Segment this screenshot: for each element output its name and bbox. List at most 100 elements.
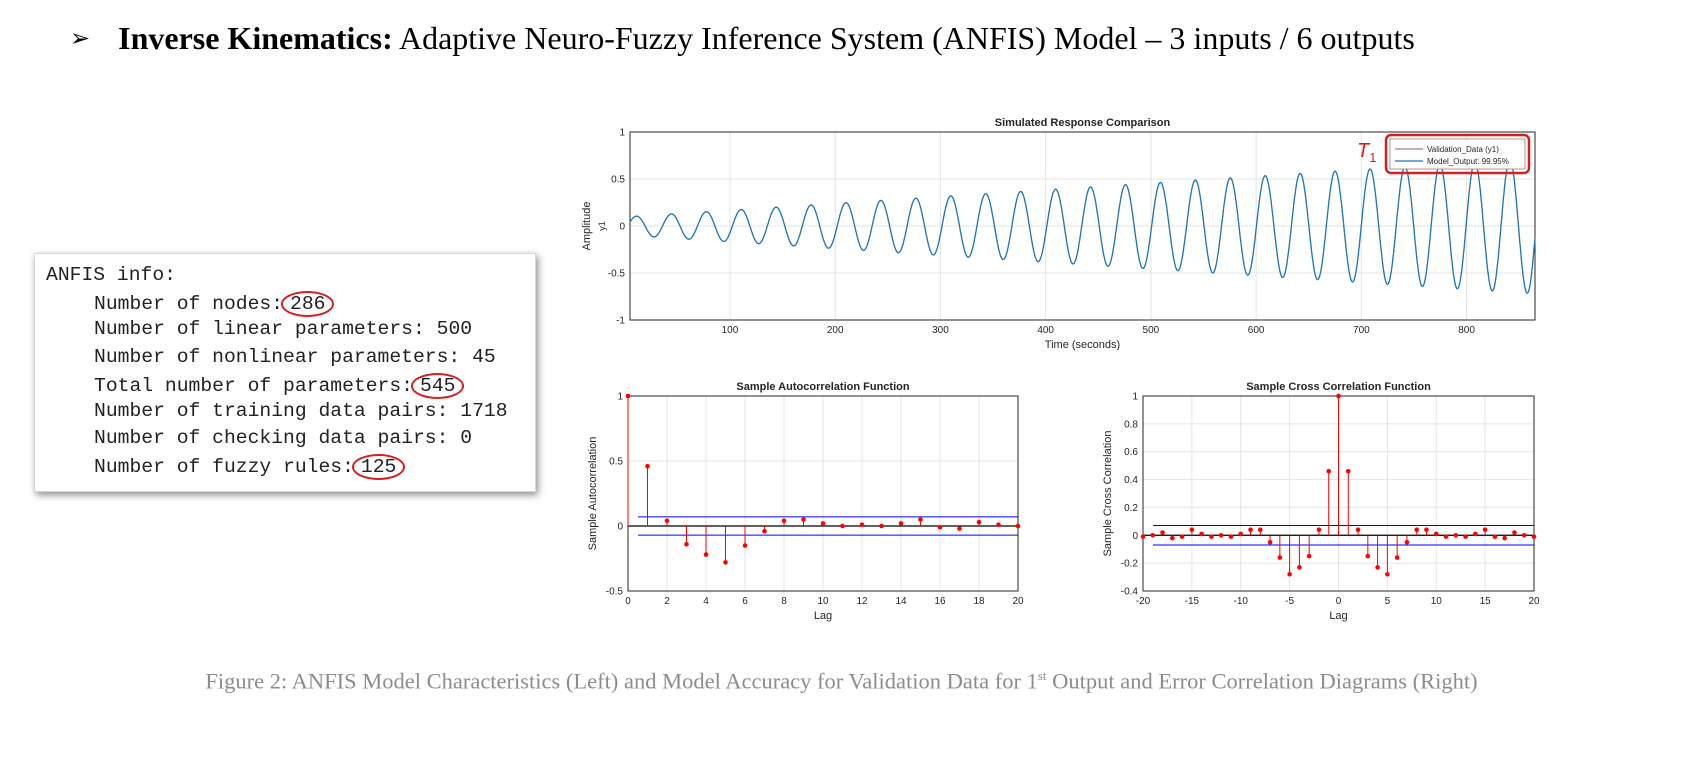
anfis-info-value: 1718	[460, 400, 508, 422]
y-tick-label: 0	[1132, 531, 1138, 542]
stem-marker	[1287, 571, 1292, 577]
x-tick-label: 0	[1336, 596, 1342, 607]
anfis-info-value: 0	[460, 427, 473, 450]
stem-marker	[820, 521, 826, 526]
stem-marker	[1248, 527, 1253, 533]
x-tick-label: 10	[1431, 596, 1443, 607]
anfis-info-label: Number of nonlinear parameters:	[94, 345, 473, 368]
stem-marker	[1326, 468, 1332, 474]
chart-title: Sample Cross Correlation Function	[1246, 381, 1431, 393]
x-tick-label: 20	[1012, 596, 1024, 607]
x-tick-label: -10	[1234, 596, 1249, 607]
anfis-info-label: Number of linear parameters:	[94, 318, 437, 341]
y-tick-label: 0.6	[1124, 447, 1138, 458]
plot-border	[629, 131, 1536, 321]
stem-marker	[1199, 531, 1204, 537]
stem-marker	[781, 518, 787, 524]
x-axis-label: Lag	[1329, 610, 1347, 622]
anfis-info-line: Total number of parameters: 545	[94, 372, 465, 399]
figure-caption: Figure 2: ANFIS Model Characteristics (L…	[0, 668, 1683, 695]
stem-marker	[801, 517, 806, 522]
x-tick-label: 12	[856, 596, 868, 607]
stem-marker	[1228, 534, 1234, 539]
stem-marker	[1238, 531, 1244, 537]
anfis-info-line: Number of linear parameters: 500	[94, 318, 472, 340]
legend-entry: Validation_Data (y1)	[1427, 145, 1499, 154]
stem-marker	[645, 463, 650, 469]
stem-marker	[625, 393, 631, 399]
stem-marker	[918, 517, 923, 522]
stem-marker	[1209, 534, 1214, 539]
anfis-info-panel: ANFIS info: Number of nodes: 286 Number of…	[34, 253, 536, 492]
stem-marker	[1316, 527, 1322, 533]
stem-marker	[703, 552, 709, 557]
caption-text-end: Output and Error Correlation Diagrams (R…	[1046, 668, 1478, 694]
stem-marker	[1502, 535, 1507, 541]
stem-marker	[1433, 531, 1439, 537]
plot-area	[628, 396, 1018, 591]
stem-marker	[742, 543, 748, 548]
x-tick-label: 18	[973, 596, 985, 607]
anfis-info-line: Number of checking data pairs: 0	[94, 427, 472, 449]
stem-marker	[1258, 527, 1263, 533]
y-axis-label: Amplitude	[581, 202, 593, 251]
caption-text: Figure 2: ANFIS Model Characteristics (L…	[205, 668, 1038, 694]
legend-entry: Model_Output: 99.95%	[1427, 157, 1509, 166]
stem-marker	[1160, 530, 1165, 535]
x-tick-label: 600	[1248, 325, 1265, 336]
stem-marker	[1150, 532, 1156, 538]
stem-marker	[1482, 527, 1488, 533]
y-tick-label: 1	[619, 128, 625, 139]
stem-marker	[976, 519, 982, 525]
anfis-info-line: Number of fuzzy rules: 125	[94, 454, 406, 481]
y-tick-label: 0	[619, 222, 625, 233]
plot-border	[1142, 395, 1535, 592]
stem-marker	[1375, 565, 1380, 570]
x-tick-label: 14	[895, 596, 907, 607]
stem-marker	[1218, 532, 1224, 538]
stem-marker	[1140, 534, 1146, 539]
stem-marker	[1385, 571, 1390, 577]
stem-marker	[1179, 534, 1185, 539]
x-tick-label: -5	[1285, 596, 1294, 607]
plot-area	[1143, 396, 1534, 591]
y-tick-label: -0.5	[606, 587, 624, 598]
x-tick-label: 15	[1480, 596, 1492, 607]
x-tick-label: -20	[1136, 596, 1151, 607]
stem-marker	[1277, 555, 1283, 560]
stem-marker	[1297, 565, 1302, 570]
legend-highlight-box	[1384, 133, 1531, 175]
x-tick-label: 0	[625, 596, 631, 607]
stem-marker	[1531, 534, 1537, 539]
model-output-line	[629, 159, 1536, 294]
stem-marker	[859, 522, 865, 527]
anfis-info-value: 500	[436, 318, 473, 341]
chart-group: -20 -15 -10 -5 0 5 10 15 20 -0.4 -0.2 0 0.2 0.4 0.6 0.8…	[1102, 381, 1540, 622]
plot-area	[630, 132, 1535, 320]
y-tick-label: 0.5	[611, 175, 625, 186]
x-tick-label: 500	[1143, 325, 1160, 336]
x-tick-label: 100	[722, 325, 739, 336]
stem-marker	[762, 528, 767, 534]
x-tick-label: 800	[1458, 325, 1475, 336]
anfis-info-label: Number of nodes:	[94, 293, 284, 316]
stem-marker	[1015, 523, 1021, 529]
anfis-info-value-highlighted: 125	[351, 454, 406, 481]
x-axis-label: Time (seconds)	[1045, 339, 1120, 351]
stem-marker	[1414, 527, 1419, 533]
x-tick-label: 200	[827, 325, 844, 336]
y-tick-label: -0.5	[608, 269, 626, 280]
plot-border	[627, 395, 1019, 592]
y-axis-sublabel: y1	[597, 221, 607, 231]
slide-heading: ➢ Inverse Kinematics: Adaptive Neuro-Fuzz…	[70, 20, 1415, 57]
chart-title: Simulated Response Comparison	[995, 117, 1171, 129]
stem-marker	[664, 518, 670, 524]
y-tick-label: 0.4	[1124, 475, 1138, 486]
anfis-info-value-highlighted: 286	[281, 291, 335, 318]
heading-text: Adaptive Neuro-Fuzzy Inference System (A…	[392, 20, 1415, 56]
stem-marker	[996, 522, 1001, 527]
x-tick-label: -15	[1185, 596, 1200, 607]
y-tick-label: -1	[616, 316, 625, 327]
stem-marker	[1365, 553, 1371, 559]
